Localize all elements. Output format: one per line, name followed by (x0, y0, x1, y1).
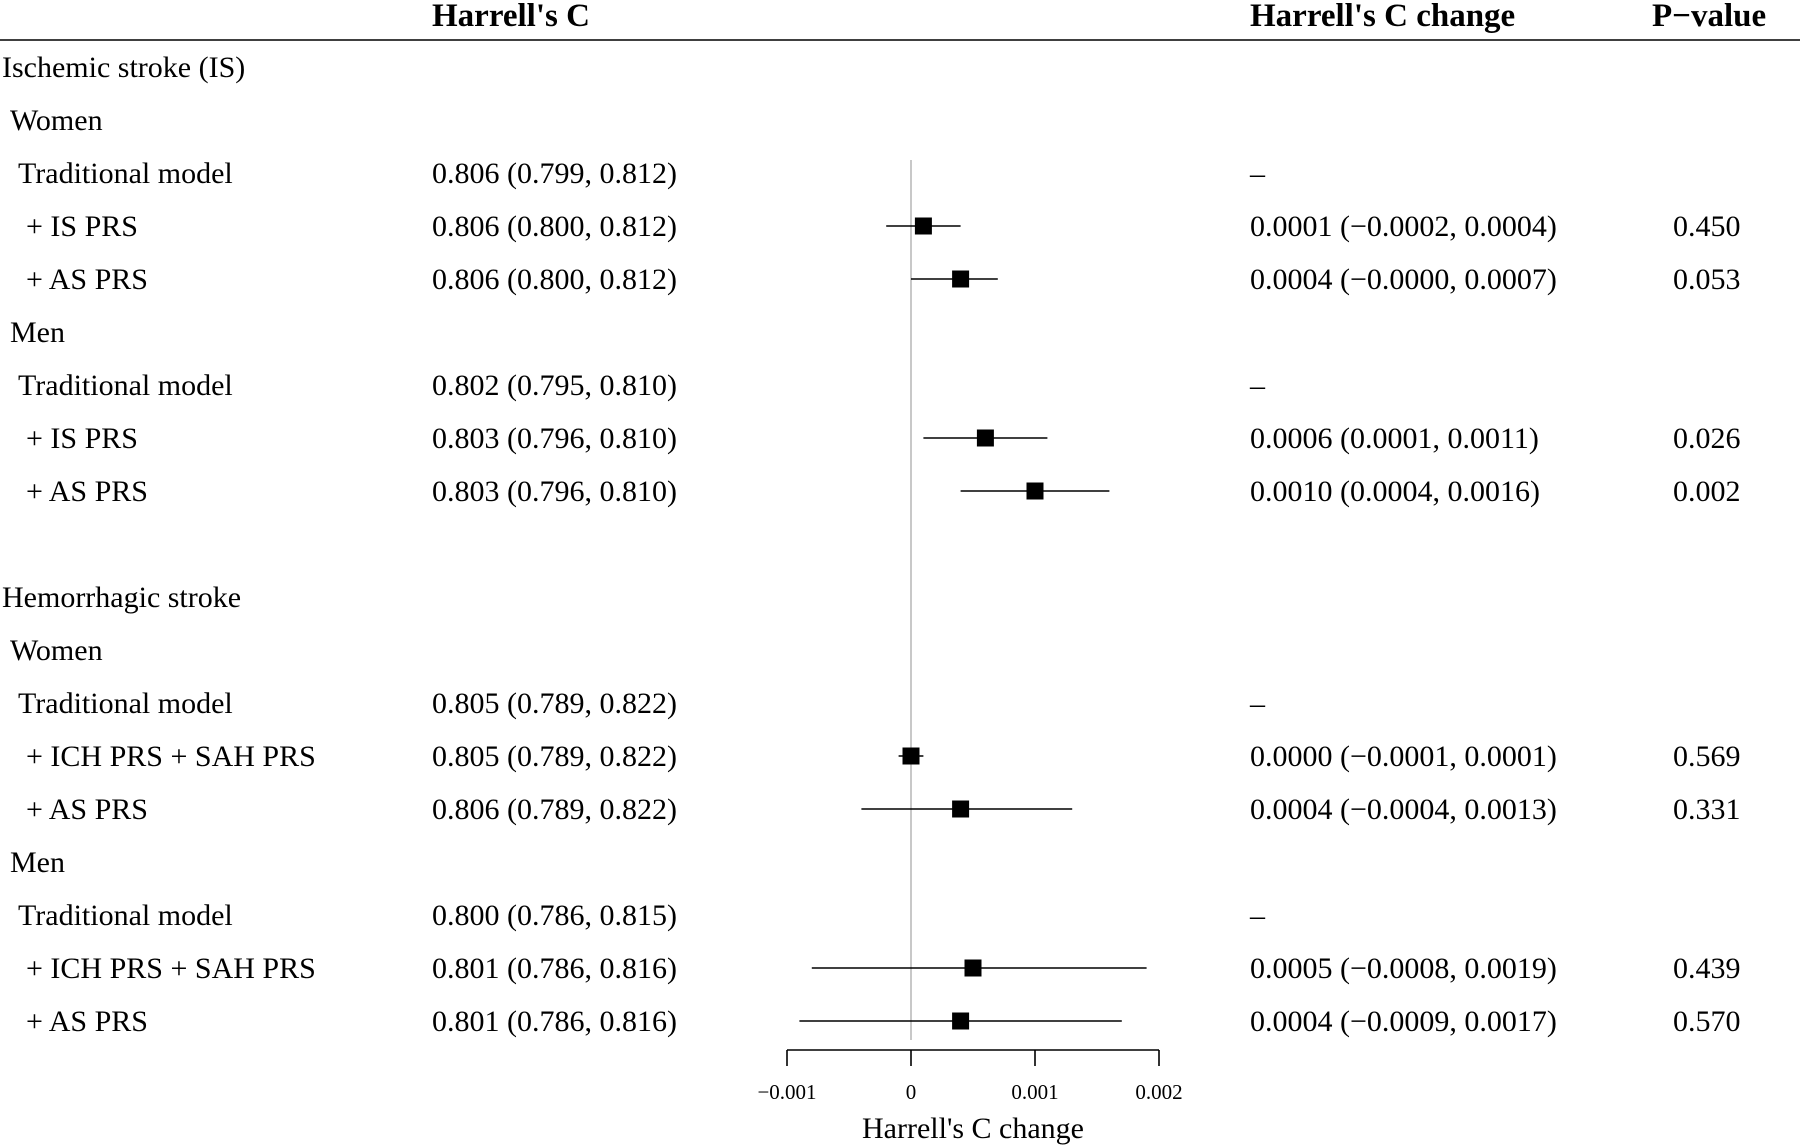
point-estimate (964, 959, 982, 977)
table-rows: Ischemic stroke (IS) Women Traditional mod… (2, 51, 1741, 1038)
row-label: + ICH PRS + SAH PRS (26, 740, 316, 773)
harrells-c-change-value: 0.0010 (0.0004, 0.0016) (1250, 475, 1540, 508)
group-label: Women (10, 104, 103, 137)
x-tick-label: 0.001 (1011, 1080, 1058, 1104)
header-harrells-c: Harrell's C (432, 0, 590, 34)
harrells-c-change-value: 0.0000 (−0.0001, 0.0001) (1250, 740, 1557, 773)
harrells-c-value: 0.805 (0.789, 0.822) (432, 687, 677, 720)
point-estimate (976, 429, 994, 447)
harrells-c-change-value: – (1249, 899, 1266, 932)
p-value: 0.569 (1673, 740, 1741, 773)
harrells-c-value: 0.806 (0.800, 0.812) (432, 210, 677, 243)
section-label: Hemorrhagic stroke (2, 581, 241, 614)
p-value: 0.450 (1673, 210, 1741, 243)
harrells-c-value: 0.806 (0.789, 0.822) (432, 793, 677, 826)
x-tick-label: 0 (906, 1080, 917, 1104)
harrells-c-value: 0.801 (0.786, 0.816) (432, 1005, 677, 1038)
p-value: 0.570 (1673, 1005, 1741, 1038)
row-label: + AS PRS (26, 1005, 148, 1038)
p-value: 0.026 (1673, 422, 1741, 455)
row-label: + IS PRS (26, 422, 138, 455)
group-label: Women (10, 634, 103, 667)
point-estimate (902, 747, 920, 765)
section-label: Ischemic stroke (IS) (2, 51, 245, 84)
point-estimate (952, 270, 970, 288)
harrells-c-value: 0.802 (0.795, 0.810) (432, 369, 677, 402)
harrells-c-value: 0.800 (0.786, 0.815) (432, 899, 677, 932)
harrells-c-value: 0.803 (0.796, 0.810) (432, 475, 677, 508)
p-value: 0.331 (1673, 793, 1741, 826)
row-label: + AS PRS (26, 475, 148, 508)
harrells-c-change-value: – (1249, 687, 1266, 720)
plot-area: −0.001 0 0.001 0.002 Harrell's C change (757, 160, 1183, 1145)
x-axis-title: Harrell's C change (862, 1112, 1084, 1145)
header-p-value: P−value (1652, 0, 1766, 34)
harrells-c-change-value: – (1249, 369, 1266, 402)
row-label: + ICH PRS + SAH PRS (26, 952, 316, 985)
harrells-c-value: 0.803 (0.796, 0.810) (432, 422, 677, 455)
harrells-c-change-value: 0.0004 (−0.0004, 0.0013) (1250, 793, 1557, 826)
point-estimate (914, 217, 932, 235)
group-label: Men (10, 316, 65, 349)
row-label: + IS PRS (26, 210, 138, 243)
p-value: 0.002 (1673, 475, 1741, 508)
row-label: + AS PRS (26, 263, 148, 296)
group-label: Men (10, 846, 65, 879)
harrells-c-value: 0.805 (0.789, 0.822) (432, 740, 677, 773)
row-label: Traditional model (18, 157, 233, 190)
harrells-c-value: 0.801 (0.786, 0.816) (432, 952, 677, 985)
point-estimate (1026, 482, 1044, 500)
harrells-c-change-value: 0.0001 (−0.0002, 0.0004) (1250, 210, 1557, 243)
harrells-c-change-value: 0.0004 (−0.0000, 0.0007) (1250, 263, 1557, 296)
row-label: Traditional model (18, 687, 233, 720)
x-tick-label: −0.001 (757, 1080, 816, 1104)
header-harrells-c-change: Harrell's C change (1250, 0, 1515, 34)
p-value: 0.053 (1673, 263, 1741, 296)
harrells-c-change-value: 0.0005 (−0.0008, 0.0019) (1250, 952, 1557, 985)
row-label: Traditional model (18, 369, 233, 402)
harrells-c-value: 0.806 (0.799, 0.812) (432, 157, 677, 190)
harrells-c-change-value: 0.0006 (0.0001, 0.0011) (1250, 422, 1539, 455)
harrells-c-change-value: – (1249, 157, 1266, 190)
harrells-c-value: 0.806 (0.800, 0.812) (432, 263, 677, 296)
p-value: 0.439 (1673, 952, 1741, 985)
harrells-c-change-value: 0.0004 (−0.0009, 0.0017) (1250, 1005, 1557, 1038)
row-label: Traditional model (18, 899, 233, 932)
row-label: + AS PRS (26, 793, 148, 826)
point-estimate (952, 800, 970, 818)
point-estimate (952, 1012, 970, 1030)
x-tick-label: 0.002 (1135, 1080, 1182, 1104)
